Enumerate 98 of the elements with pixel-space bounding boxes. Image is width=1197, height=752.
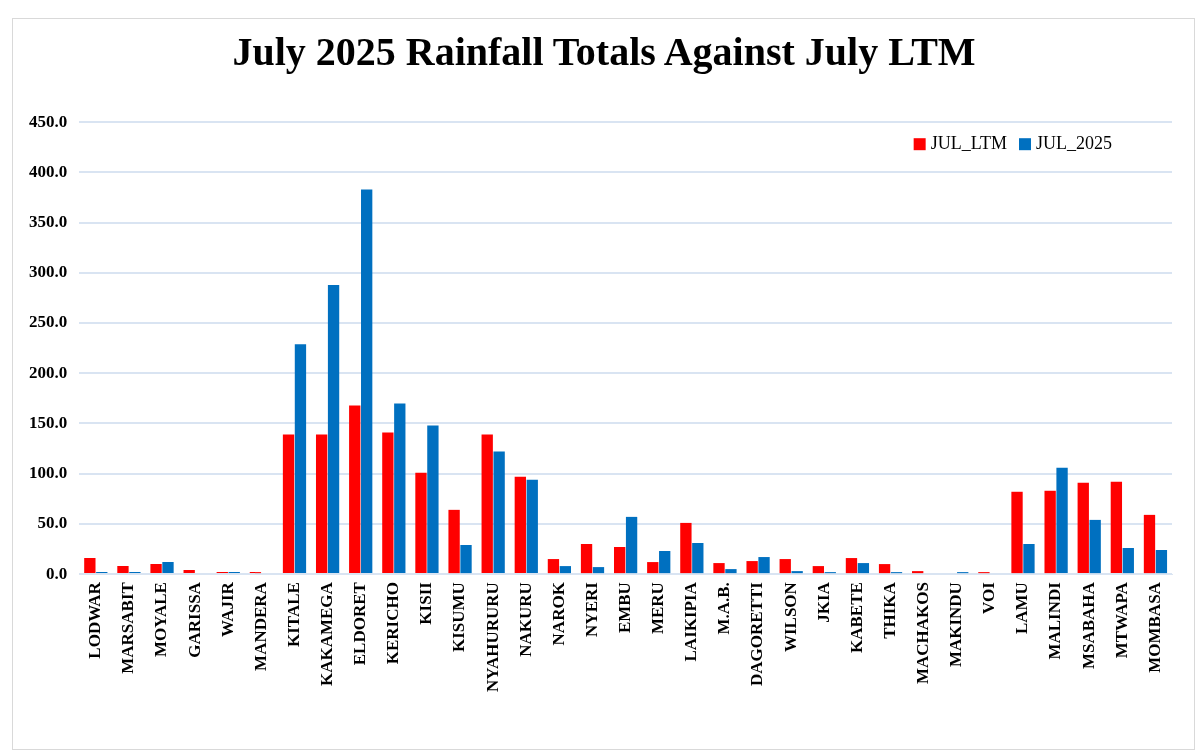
x-tick-label: JKIA xyxy=(813,581,833,623)
x-tick-label: WILSON xyxy=(780,581,800,653)
y-tick-label: 350.0 xyxy=(29,212,68,232)
bar xyxy=(150,564,162,574)
bar xyxy=(547,559,560,574)
bar xyxy=(845,558,858,574)
x-tick-label: NAKURU xyxy=(515,582,535,657)
y-tick-label: 200.0 xyxy=(29,362,68,382)
bar xyxy=(614,547,626,574)
bar xyxy=(282,434,295,574)
x-tick-label: LODWAR xyxy=(85,581,105,659)
bar xyxy=(746,561,758,574)
bar xyxy=(448,509,460,574)
bar xyxy=(659,551,671,574)
y-tick-label: 50.0 xyxy=(37,513,68,533)
bar xyxy=(1155,550,1168,574)
bar xyxy=(680,522,692,574)
bar xyxy=(647,562,659,574)
bar xyxy=(294,344,307,574)
x-tick-label: LAIKIPIA xyxy=(681,581,701,662)
bar xyxy=(725,569,737,574)
x-tick-label: NYAHURURU xyxy=(482,582,502,693)
y-tick-label: 250.0 xyxy=(29,312,68,332)
bar xyxy=(481,434,493,574)
bar xyxy=(493,451,505,574)
x-tick-label: ELDORET xyxy=(350,581,370,666)
x-tick-label: KAKAMEGA xyxy=(316,581,336,687)
bar xyxy=(526,479,538,574)
bar xyxy=(878,564,891,574)
bar xyxy=(1011,491,1023,574)
bar xyxy=(791,571,803,574)
y-tick-label: 300.0 xyxy=(29,262,68,282)
x-tick-label: MOYALE xyxy=(151,582,171,658)
x-tick-label: MOMBASA xyxy=(1144,581,1164,673)
bar xyxy=(1044,490,1056,574)
x-tick-label: KISUMU xyxy=(449,582,469,653)
bar xyxy=(162,562,174,574)
x-tick-label: EMBU xyxy=(615,582,635,634)
bar xyxy=(812,566,825,574)
y-tick-label: 400.0 xyxy=(29,161,68,181)
x-tick-label: KITALE xyxy=(283,582,303,647)
x-tick-label: MERU xyxy=(648,582,668,635)
bar xyxy=(857,563,870,574)
bar xyxy=(415,472,427,574)
x-tick-label: KERICHO xyxy=(383,582,403,665)
x-tick-label: KABETE xyxy=(846,582,866,653)
x-tick-label: MAKINDU xyxy=(946,582,966,668)
bar xyxy=(713,563,725,574)
bar xyxy=(592,567,605,574)
x-tick-label: MACHAKOS xyxy=(913,582,933,685)
bar xyxy=(183,570,195,574)
bar xyxy=(580,543,593,574)
y-tick-label: 0.0 xyxy=(46,563,68,583)
bar xyxy=(84,558,96,574)
bar xyxy=(779,559,791,574)
bar xyxy=(1122,548,1134,574)
x-tick-label: DAGORETTI xyxy=(747,581,767,687)
x-tick-label: LAMU xyxy=(1012,582,1032,635)
y-tick-label: 100.0 xyxy=(29,463,68,483)
bar xyxy=(625,516,638,574)
bar xyxy=(327,284,340,574)
bar xyxy=(117,566,129,574)
x-tick-label: KISII xyxy=(416,581,436,625)
bar xyxy=(1023,543,1035,574)
x-tick-label: MANDERA xyxy=(250,581,270,671)
x-tick-label: MARSABIT xyxy=(118,581,138,674)
bar xyxy=(427,425,439,574)
x-tick-label: GARISSA xyxy=(184,581,204,658)
bar xyxy=(514,476,526,574)
x-tick-label: MSABAHA xyxy=(1078,581,1098,670)
x-tick-label: VOI xyxy=(979,581,999,614)
y-tick-label: 150.0 xyxy=(29,412,68,432)
legend-label: JUL_LTM xyxy=(930,132,1007,153)
x-tick-label: NYERI xyxy=(581,581,601,637)
bar xyxy=(1077,482,1089,574)
x-tick-label: MALINDI xyxy=(1045,581,1065,660)
bar xyxy=(758,557,770,574)
bar xyxy=(559,566,572,574)
bar xyxy=(1056,467,1068,574)
bar xyxy=(1143,514,1156,574)
bar xyxy=(1110,481,1123,574)
bar xyxy=(315,434,328,574)
y-tick-label: 450.0 xyxy=(29,111,68,131)
bar xyxy=(394,403,406,574)
bar xyxy=(912,571,924,574)
bar xyxy=(361,189,373,574)
bar xyxy=(349,405,361,574)
bar xyxy=(382,432,394,574)
x-tick-label: WAJIR xyxy=(217,581,237,637)
x-tick-label: MTWAPA xyxy=(1111,581,1131,659)
bar xyxy=(1089,519,1101,574)
x-tick-label: M.A.B. xyxy=(714,582,734,635)
x-tick-label: NAROK xyxy=(548,581,568,646)
bar xyxy=(460,545,472,574)
legend-label: JUL_2025 xyxy=(1036,132,1112,153)
x-tick-label: THIKA xyxy=(879,581,899,639)
bar xyxy=(692,542,704,574)
chart-title: July 2025 Rainfall Totals Against July LTM xyxy=(231,28,977,75)
